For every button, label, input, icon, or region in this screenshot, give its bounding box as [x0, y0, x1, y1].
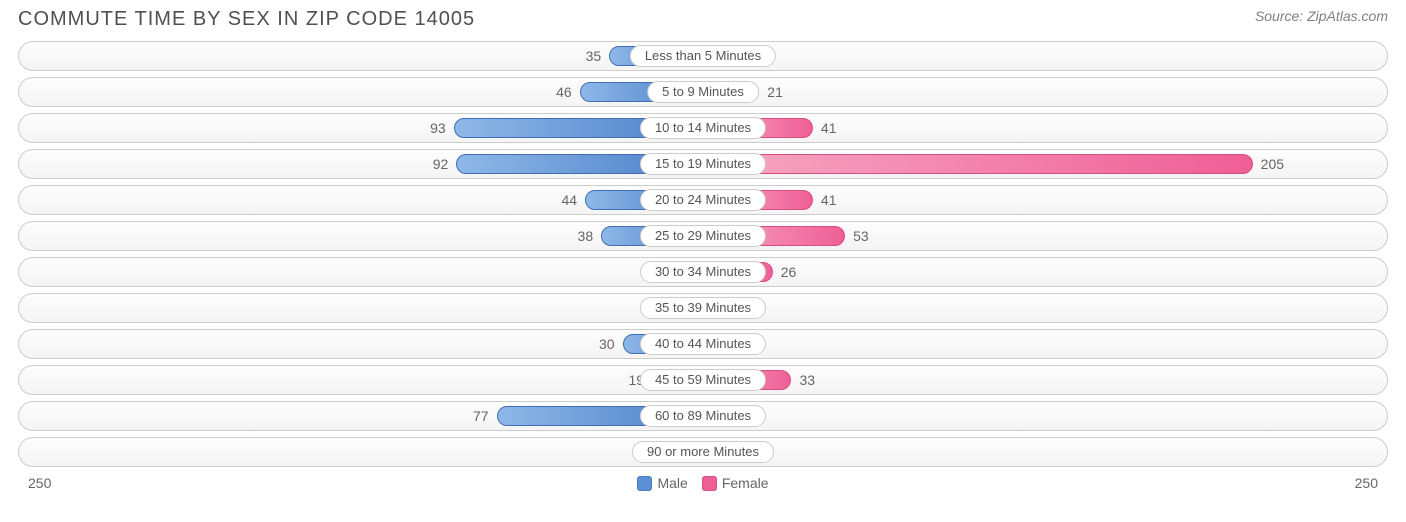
bar-row: 3512Less than 5 Minutes	[18, 41, 1388, 71]
bar-row: 46 21 5 to 9 Minutes	[18, 77, 1388, 107]
bar-row: 5635 to 39 Minutes	[18, 293, 1388, 323]
value-male: 77	[473, 402, 489, 430]
chart-header: COMMUTE TIME BY SEX IN ZIP CODE 14005 So…	[0, 0, 1406, 35]
category-label: Less than 5 Minutes	[630, 45, 776, 67]
chart-footer: 250 Male Female 250	[0, 473, 1406, 491]
category-label: 25 to 29 Minutes	[640, 225, 766, 247]
legend: Male Female	[637, 475, 768, 491]
category-label: 20 to 24 Minutes	[640, 189, 766, 211]
category-label: 40 to 44 Minutes	[640, 333, 766, 355]
value-female: 41	[821, 114, 837, 142]
value-male: 38	[578, 222, 594, 250]
bar-row: 92 205 15 to 19 Minutes	[18, 149, 1388, 179]
bar-row: 44 41 20 to 24 Minutes	[18, 185, 1388, 215]
category-label: 10 to 14 Minutes	[640, 117, 766, 139]
legend-label-female: Female	[722, 475, 769, 491]
value-male: 46	[556, 78, 572, 106]
category-label: 45 to 59 Minutes	[640, 369, 766, 391]
value-female: 53	[853, 222, 869, 250]
value-male: 30	[599, 330, 615, 358]
axis-left-max: 250	[28, 475, 51, 491]
bar-row: 193345 to 59 Minutes	[18, 365, 1388, 395]
bar-row: 77260 to 89 Minutes	[18, 401, 1388, 431]
category-label: 90 or more Minutes	[632, 441, 774, 463]
value-female: 26	[781, 258, 797, 286]
bar-row: 30140 to 44 Minutes	[18, 329, 1388, 359]
bar-row: 7090 or more Minutes	[18, 437, 1388, 467]
value-female: 41	[821, 186, 837, 214]
value-female: 33	[799, 366, 815, 394]
chart-source: Source: ZipAtlas.com	[1255, 8, 1388, 24]
chart-title: COMMUTE TIME BY SEX IN ZIP CODE 14005	[18, 8, 475, 31]
bar-row: 142630 to 34 Minutes	[18, 257, 1388, 287]
bar-row: 38 53 25 to 29 Minutes	[18, 221, 1388, 251]
category-label: 30 to 34 Minutes	[640, 261, 766, 283]
legend-item-female: Female	[702, 475, 769, 491]
value-female: 205	[1261, 150, 1284, 178]
chart-area: 3512Less than 5 Minutes 46 21 5 to 9 Minute…	[0, 35, 1406, 467]
value-male: 35	[586, 42, 602, 70]
bar-row: 93 41 10 to 14 Minutes	[18, 113, 1388, 143]
category-label: 60 to 89 Minutes	[640, 405, 766, 427]
legend-item-male: Male	[637, 475, 687, 491]
bar-female	[703, 154, 1253, 174]
axis-right-max: 250	[1355, 475, 1378, 491]
value-male: 93	[430, 114, 446, 142]
value-female: 21	[767, 78, 783, 106]
swatch-female	[702, 476, 717, 491]
value-male: 44	[561, 186, 577, 214]
category-label: 5 to 9 Minutes	[647, 81, 759, 103]
category-label: 15 to 19 Minutes	[640, 153, 766, 175]
swatch-male	[637, 476, 652, 491]
category-label: 35 to 39 Minutes	[640, 297, 766, 319]
legend-label-male: Male	[657, 475, 687, 491]
value-male: 92	[433, 150, 449, 178]
